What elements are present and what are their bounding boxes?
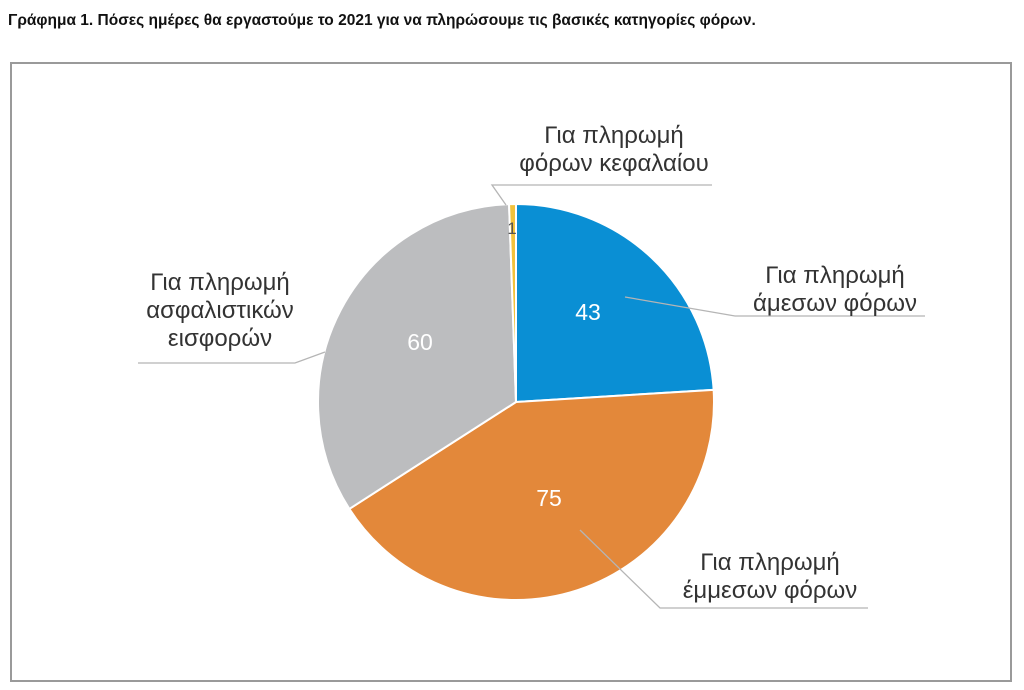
slice-value-label: 1 xyxy=(507,219,516,238)
slice-value-label: 60 xyxy=(407,329,433,355)
leader-line xyxy=(490,184,712,206)
slice-category-label: Για πληρωμή xyxy=(544,122,684,149)
slice-category-label: Για πληρωμή xyxy=(765,262,905,289)
slice-category-label: Για πληρωμή xyxy=(700,549,840,576)
pie-slice xyxy=(508,202,517,403)
leader-line xyxy=(579,529,868,609)
slice-value-label: 43 xyxy=(575,299,601,325)
slice-category-label: έμμεσων φόρων xyxy=(683,577,858,604)
chart-frame xyxy=(10,62,1012,682)
slice-category-label: εισφορών xyxy=(168,325,272,352)
slice-value-label: 75 xyxy=(536,485,562,511)
chart-title: Γράφημα 1. Πόσες ημέρες θα εργαστούμε το… xyxy=(8,12,756,29)
pie-slice xyxy=(317,203,518,511)
slice-category-label: Για πληρωμή xyxy=(150,269,290,296)
leader-line xyxy=(138,351,326,364)
leader-line xyxy=(624,296,925,317)
slice-category-label: φόρων κεφαλαίου xyxy=(519,150,708,177)
slice-category-label: ασφαλιστικών xyxy=(146,297,294,324)
pie-slice xyxy=(347,388,715,601)
slice-category-label: άμεσων φόρων xyxy=(753,290,917,317)
pie-slice xyxy=(515,202,715,404)
